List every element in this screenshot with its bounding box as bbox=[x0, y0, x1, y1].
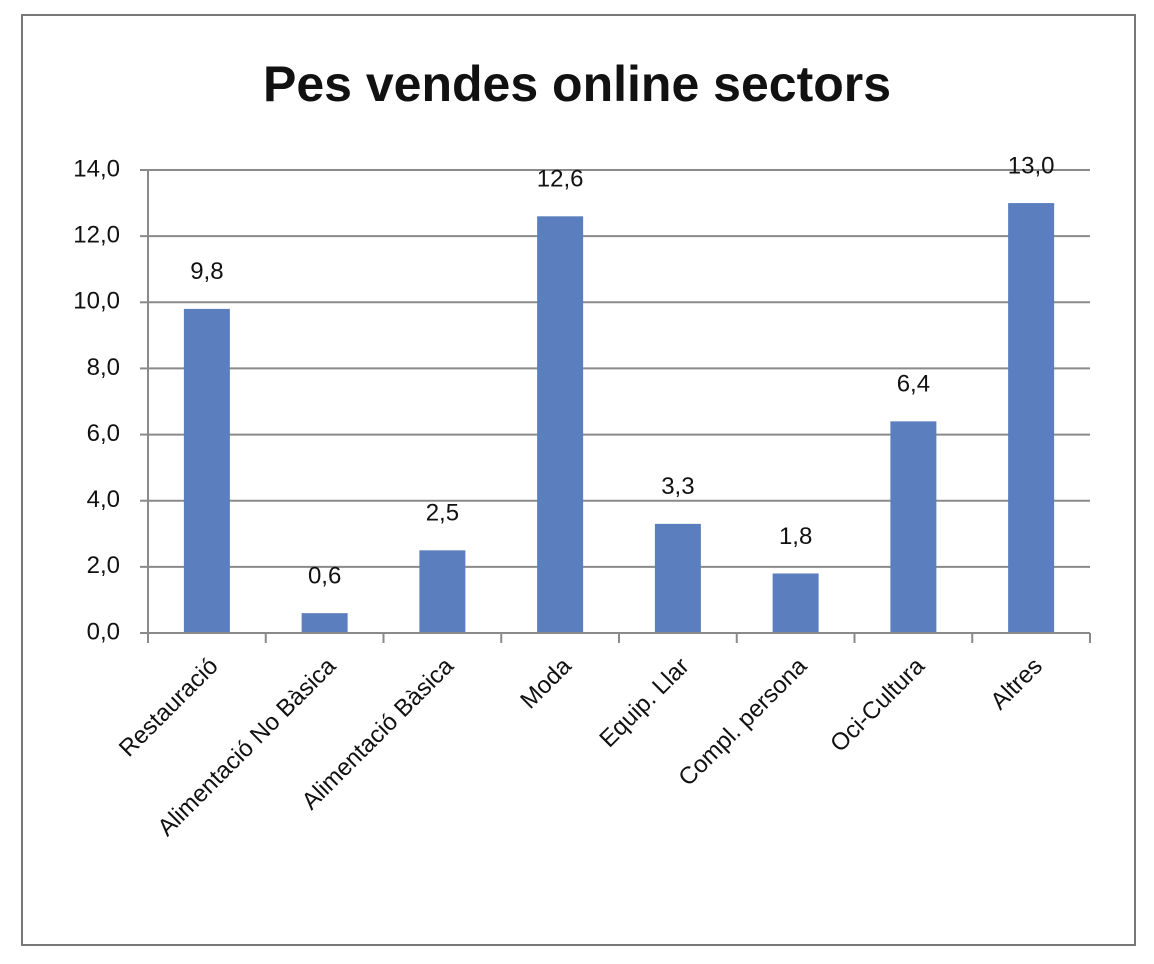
bar bbox=[183, 308, 230, 633]
y-tick-label: 8,0 bbox=[87, 354, 120, 381]
value-label: 2,5 bbox=[426, 500, 459, 527]
bar bbox=[654, 523, 701, 633]
value-label: 3,3 bbox=[661, 473, 694, 500]
value-label: 13,0 bbox=[1008, 152, 1055, 179]
value-label: 9,8 bbox=[190, 258, 223, 285]
value-label: 0,6 bbox=[308, 563, 341, 590]
y-tick-label: 4,0 bbox=[87, 486, 120, 513]
bar bbox=[419, 550, 466, 633]
bar bbox=[301, 613, 348, 633]
value-label: 12,6 bbox=[537, 166, 584, 193]
chart-title: Pes vendes online sectors bbox=[263, 56, 891, 112]
bar bbox=[1008, 203, 1055, 634]
value-label: 1,8 bbox=[779, 523, 812, 550]
y-tick-label: 0,0 bbox=[87, 618, 120, 645]
bar bbox=[890, 421, 937, 633]
y-tick-label: 2,0 bbox=[87, 552, 120, 579]
value-label: 6,4 bbox=[897, 371, 930, 398]
bar bbox=[537, 216, 584, 634]
y-tick-label: 6,0 bbox=[87, 420, 120, 447]
y-tick-label: 10,0 bbox=[73, 288, 120, 315]
y-tick-label: 14,0 bbox=[73, 155, 120, 182]
bar bbox=[772, 573, 819, 633]
y-tick-label: 12,0 bbox=[73, 221, 120, 248]
